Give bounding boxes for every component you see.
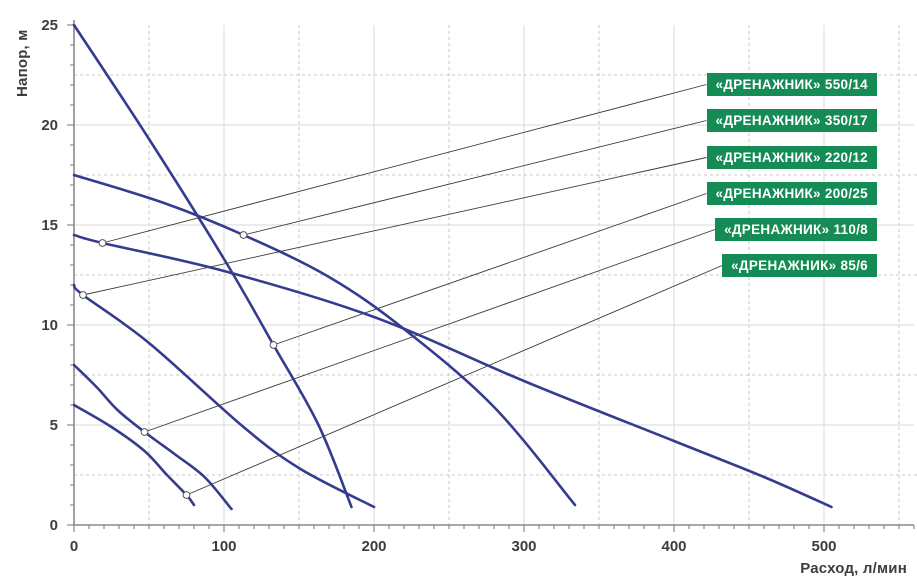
leader-line <box>144 229 716 433</box>
legend-badge: «ДРЕНАЖНИК» 85/6 <box>722 254 877 277</box>
x-tick-label: 0 <box>70 538 78 555</box>
curve-label-marker <box>239 231 248 239</box>
pump-curve-550-14 <box>72 233 833 509</box>
x-tick-label: 500 <box>811 538 836 555</box>
leader-line <box>243 120 707 236</box>
legend-badge: «ДРЕНАЖНИК» 350/17 <box>706 109 877 132</box>
x-tick-label: 200 <box>361 538 386 555</box>
leader-line <box>102 84 707 244</box>
curve-label-marker <box>98 239 107 247</box>
leader-line <box>273 193 707 346</box>
curve-label-marker <box>140 428 149 436</box>
leader-line <box>82 157 707 296</box>
curve-label-marker <box>79 291 87 299</box>
curve-label-marker <box>269 341 278 349</box>
y-axis-title: Напор, м <box>14 29 31 97</box>
leader-line <box>186 265 723 496</box>
y-tick-label: 20 <box>41 117 58 134</box>
pump-curve-110-8 <box>72 363 233 511</box>
y-tick-label: 5 <box>50 417 58 434</box>
x-tick-label: 100 <box>211 538 236 555</box>
pump-curve-350-17 <box>72 173 577 507</box>
x-axis-title: Расход, л/мин <box>800 560 907 577</box>
legend-badge: «ДРЕНАЖНИК» 550/14 <box>706 73 877 96</box>
y-tick-label: 25 <box>41 17 58 34</box>
pump-curve-200-25 <box>72 23 353 509</box>
x-tick-label: 300 <box>511 538 536 555</box>
y-tick-label: 15 <box>41 217 58 234</box>
legend-badge: «ДРЕНАЖНИК» 220/12 <box>706 146 877 169</box>
y-tick-label: 0 <box>50 517 58 534</box>
legend-badge: «ДРЕНАЖНИК» 110/8 <box>715 218 877 241</box>
y-tick-label: 10 <box>41 317 58 334</box>
x-tick-label: 400 <box>661 538 686 555</box>
legend-badge: «ДРЕНАЖНИК» 200/25 <box>706 182 877 205</box>
curve-label-marker <box>182 491 191 499</box>
